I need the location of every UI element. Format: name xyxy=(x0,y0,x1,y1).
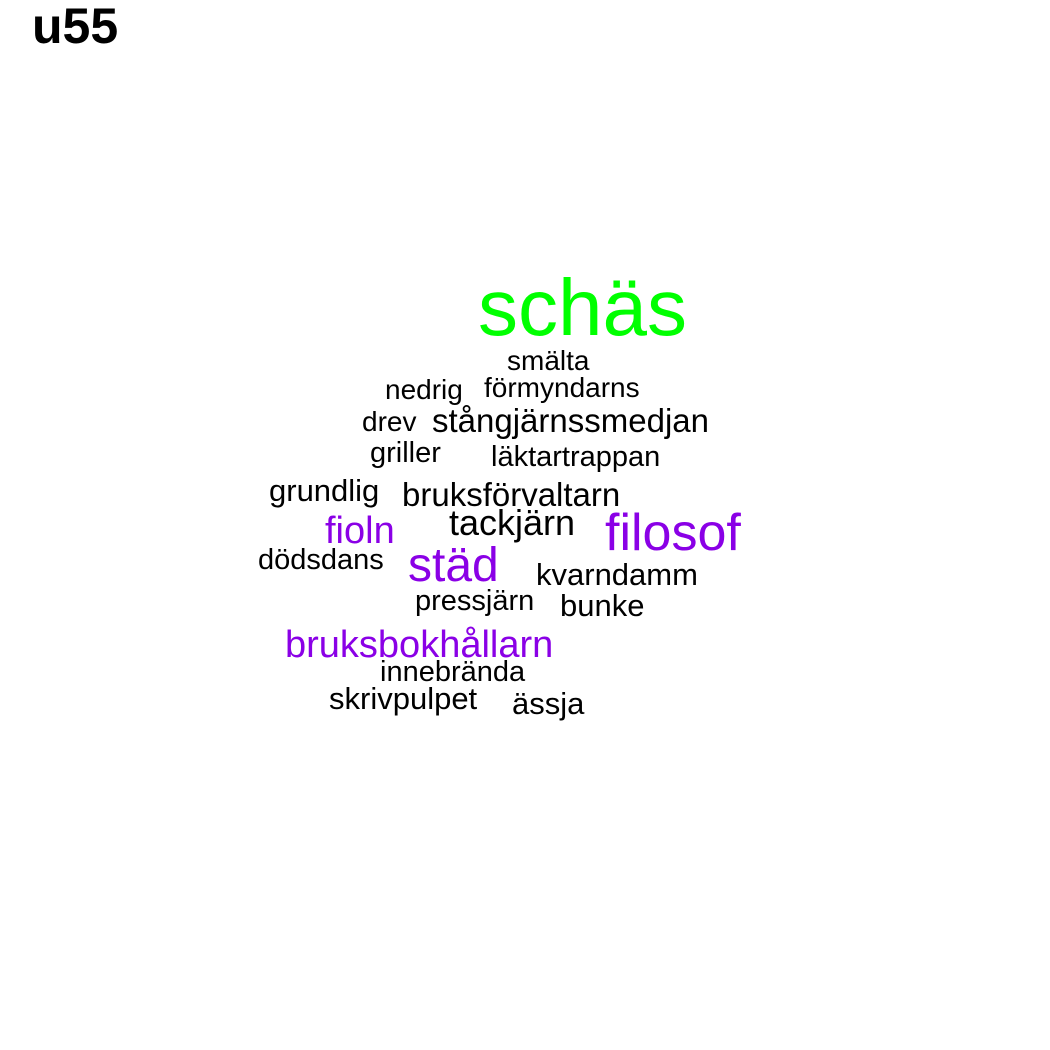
word-bunke: bunke xyxy=(560,588,645,623)
word-fioln: fioln xyxy=(325,510,395,552)
word-grundlig: grundlig xyxy=(269,473,380,508)
word-tackjarn: tackjärn xyxy=(449,502,576,543)
word-laktartrappan: läktartrappan xyxy=(491,441,661,473)
word-nedrig: nedrig xyxy=(385,374,463,405)
word-innebranda: innebrända xyxy=(380,656,526,688)
word-dodsdans: dödsdans xyxy=(258,544,384,576)
word-schas: schäs xyxy=(478,263,687,352)
word-smalta: smälta xyxy=(507,345,590,376)
word-bruksforvaltarn: bruksförvaltarn xyxy=(402,476,621,513)
page-title: u55 xyxy=(32,0,119,54)
word-kvarndamm: kvarndamm xyxy=(536,557,698,592)
word-pressjarn: pressjärn xyxy=(415,585,535,617)
word-drev: drev xyxy=(362,406,417,437)
word-formyndarns: förmyndarns xyxy=(484,372,640,403)
word-assja: ässja xyxy=(512,686,585,721)
word-skrivpulpet: skrivpulpet xyxy=(329,681,478,716)
word-stangjarnssmedjan: stångjärnssmedjan xyxy=(432,402,709,439)
word-griller: griller xyxy=(370,437,441,469)
word-filosof: filosof xyxy=(605,504,741,562)
word-bruksbokhallarn: bruksbokhållarn xyxy=(285,624,554,666)
word-stad: städ xyxy=(408,539,499,592)
